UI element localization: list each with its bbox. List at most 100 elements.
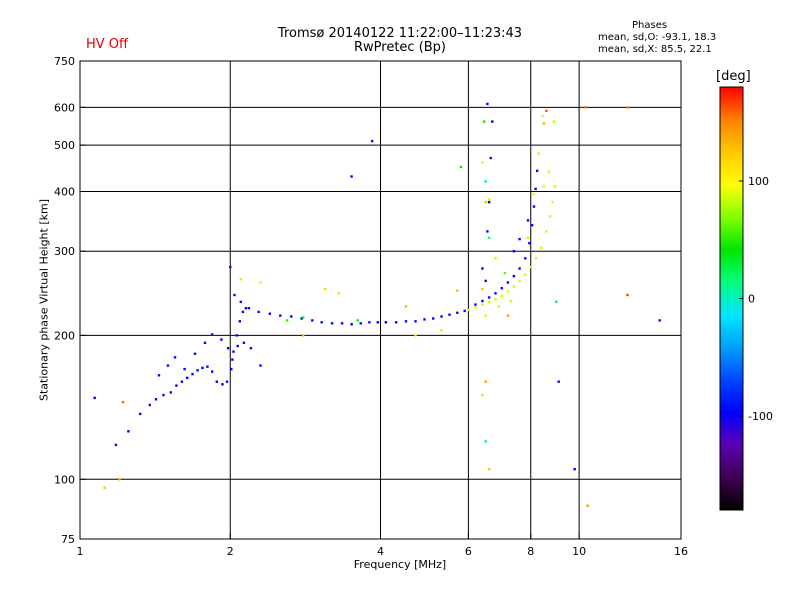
y-tick-label: 750 xyxy=(54,55,75,68)
x-tick-label: 2 xyxy=(227,545,234,558)
echo-point xyxy=(211,333,214,336)
echo-point xyxy=(440,315,443,318)
chart-title: Tromsø 20140122 11:22:00–11:23:43 xyxy=(277,26,523,41)
echo-point xyxy=(414,320,417,323)
x-tick-label: 6 xyxy=(465,545,472,558)
echo-point xyxy=(532,192,535,196)
axis-ticks: 1 2 4 6 8 10 16 75 100 200 300 400 500 600 750 xyxy=(54,55,688,558)
echo-point xyxy=(484,314,487,317)
echo-point xyxy=(518,267,521,270)
echo-points xyxy=(93,102,661,507)
echo-point xyxy=(484,279,487,283)
echo-point xyxy=(545,230,548,233)
echo-point xyxy=(506,281,510,284)
echo-point xyxy=(191,372,194,376)
echo-point xyxy=(302,316,305,319)
echo-point xyxy=(236,344,239,348)
echo-point xyxy=(350,323,353,326)
colorbar: 100 0 -100 xyxy=(719,86,773,511)
echo-point xyxy=(484,180,487,183)
echo-point xyxy=(103,486,106,489)
echo-point xyxy=(526,236,530,239)
echo-point xyxy=(537,152,540,155)
y-tick-label: 600 xyxy=(54,101,75,114)
echo-point xyxy=(148,403,151,407)
echo-point xyxy=(486,230,489,233)
echo-point xyxy=(534,187,537,191)
echo-point xyxy=(215,380,218,383)
echo-point xyxy=(395,321,398,324)
echo-point xyxy=(626,293,629,297)
echo-point xyxy=(239,278,242,281)
y-axis-label: Stationary phase Virtual Height [km] xyxy=(37,198,51,402)
echo-point xyxy=(279,314,282,317)
echo-point xyxy=(232,350,235,353)
echo-point xyxy=(494,257,497,260)
echo-point xyxy=(241,310,245,314)
echo-point xyxy=(474,306,477,309)
echo-point xyxy=(489,156,492,160)
echo-point xyxy=(186,376,189,380)
echo-point xyxy=(534,257,538,260)
echo-point xyxy=(503,271,507,275)
echo-point xyxy=(162,393,165,397)
echo-point xyxy=(542,122,546,125)
echo-point xyxy=(518,279,521,283)
x-tick-label: 16 xyxy=(674,545,688,558)
echo-point xyxy=(506,290,510,293)
y-tick-label: 400 xyxy=(54,185,75,198)
echo-point xyxy=(244,307,248,310)
echo-point xyxy=(463,309,466,313)
echo-point xyxy=(547,170,551,173)
echo-point xyxy=(203,341,207,344)
echo-point xyxy=(481,161,484,164)
echo-point xyxy=(448,313,451,316)
echo-point xyxy=(166,364,170,367)
echo-point xyxy=(518,237,521,241)
echo-point xyxy=(487,296,491,299)
echo-point xyxy=(206,365,209,368)
echo-point xyxy=(530,224,534,227)
echo-point xyxy=(552,120,556,123)
echo-point xyxy=(285,319,289,322)
echo-point xyxy=(330,322,334,325)
echo-point xyxy=(290,315,293,318)
echo-point xyxy=(474,303,477,306)
echo-point xyxy=(532,205,536,208)
echo-point xyxy=(324,287,327,291)
echo-point xyxy=(529,265,532,269)
echo-point xyxy=(540,246,543,249)
echo-point xyxy=(553,185,557,188)
echo-point xyxy=(481,303,484,306)
echo-point xyxy=(384,321,388,324)
chart-subtitle: RwPretec (Bp) xyxy=(353,40,447,55)
echo-point xyxy=(239,300,242,304)
echo-point xyxy=(233,293,236,297)
echo-point xyxy=(456,311,459,314)
echo-point xyxy=(320,321,323,324)
y-tick-label: 100 xyxy=(54,473,75,486)
echo-point xyxy=(481,393,484,397)
echo-point xyxy=(257,310,260,314)
echo-point xyxy=(238,320,241,323)
echo-point xyxy=(586,504,589,507)
hv-status-label: HV Off xyxy=(86,37,128,52)
echo-point xyxy=(484,200,487,204)
echo-point xyxy=(506,314,510,317)
colorbar-tick-label: 0 xyxy=(748,293,755,306)
echo-point xyxy=(440,329,443,332)
echo-point xyxy=(268,312,271,315)
echo-point xyxy=(118,478,121,481)
phases-x-stats: mean, sd,X: 85.5, 22.1 xyxy=(598,44,712,55)
echo-point xyxy=(545,109,548,112)
echo-point xyxy=(249,347,253,350)
echo-point xyxy=(487,236,491,239)
echo-point xyxy=(211,370,214,373)
echo-point xyxy=(487,198,491,201)
echo-point xyxy=(121,400,125,404)
echo-point xyxy=(368,321,371,324)
echo-point xyxy=(491,120,494,123)
echo-point xyxy=(482,120,486,123)
echo-point xyxy=(371,139,374,143)
